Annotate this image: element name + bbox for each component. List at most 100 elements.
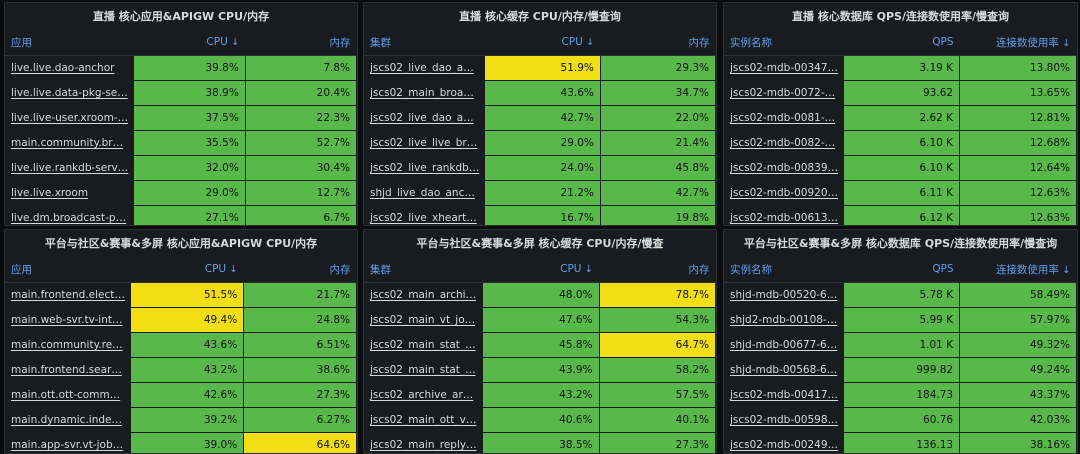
row-name-link[interactable]: jscs02_live_xheart… — [364, 205, 486, 225]
row-name-link[interactable]: jscs02-mdb-00249… — [724, 432, 845, 453]
row-name-link[interactable]: jscs02-mdb-0082-… — [724, 130, 845, 156]
row-name-link[interactable]: main.community.br… — [5, 130, 135, 156]
row-name-link[interactable]: live.live-user.xroom-… — [5, 105, 135, 131]
row-name-link[interactable]: jscs02-mdb-00347… — [724, 55, 845, 81]
column-header-0[interactable]: 集群 — [364, 29, 486, 56]
row-name-link[interactable]: jscs02_main_archi… — [364, 282, 483, 308]
table-row: jscs02-mdb-00417… 184.73 43.37% — [724, 382, 1077, 408]
panel-title: 直播 核心缓存 CPU/内存/慢查询 — [459, 10, 621, 23]
row-name-link[interactable]: shjd2-mdb-00108-… — [724, 307, 845, 333]
row-name-link[interactable]: main.frontend.sear… — [5, 357, 131, 383]
data-table: 集群 CPU ↓ 内存 jscs02_live_dao_a… 51.9% 29.3% jsc… — [364, 29, 716, 225]
metric-cell: 49.24% — [959, 357, 1077, 383]
column-header-0[interactable]: 应用 — [5, 256, 131, 283]
metric-cell: 5.99 K — [844, 307, 961, 333]
table-row: jscs02-mdb-00613… 6.12 K 12.63% — [724, 205, 1077, 225]
row-name-link[interactable]: shjd_live_dao_anc… — [364, 180, 486, 206]
row-name-link[interactable]: main.frontend.elect… — [5, 282, 131, 308]
metric-cell: 6.7% — [245, 205, 357, 225]
table-row: shjd-mdb-00520-6… 5.78 K 58.49% — [724, 282, 1077, 308]
row-name-link[interactable]: jscs02_live_live_br… — [364, 130, 486, 156]
row-name-link[interactable]: jscs02-mdb-00839… — [724, 155, 845, 181]
row-name-link[interactable]: jscs02_live_dao_a… — [364, 105, 486, 131]
row-name-link[interactable]: shjd-mdb-00520-6… — [724, 282, 845, 308]
column-header-0[interactable]: 应用 — [5, 29, 135, 56]
row-name-link[interactable]: main.web-svr.tv-int… — [5, 307, 131, 333]
column-header-2[interactable]: 内存 — [245, 29, 357, 56]
metric-cell: 24.0% — [485, 155, 601, 181]
column-header-1[interactable]: CPU ↓ — [130, 256, 244, 283]
metric-cell: 38.6% — [243, 357, 357, 383]
table-row: jscs02-mdb-00598… 60.76 42.03% — [724, 407, 1077, 433]
table-row: jscs02_live_live_br… 29.0% 21.4% — [364, 130, 716, 156]
row-name-link[interactable]: jscs02-mdb-00417… — [724, 382, 845, 408]
row-name-link[interactable]: jscs02-mdb-0081-… — [724, 105, 845, 131]
column-header-2[interactable]: 内存 — [600, 29, 716, 56]
row-name-link[interactable]: shjd-mdb-00677-6… — [724, 332, 845, 358]
metric-cell: 51.9% — [485, 55, 601, 81]
row-name-link[interactable]: jscs02-mdb-00920… — [724, 180, 845, 206]
column-header-1[interactable]: QPS — [844, 256, 960, 283]
table-row: live.live-user.xroom-… 37.5% 22.3% — [5, 105, 357, 131]
metric-cell: 43.9% — [482, 357, 600, 383]
column-header-0[interactable]: 实例名称 — [724, 256, 845, 283]
data-table: 应用 CPU ↓ 内存 main.frontend.elect… 51.5% 21.7% m… — [5, 256, 357, 453]
column-header-1[interactable]: CPU ↓ — [482, 256, 600, 283]
row-name-link[interactable]: jscs02-mdb-0072-… — [724, 80, 845, 106]
data-table: 集群 CPU ↓ 内存 jscs02_main_archi… 48.0% 78.7% jsc… — [364, 256, 716, 453]
metric-cell: 22.0% — [600, 105, 716, 131]
row-name-link[interactable]: main.community.re… — [5, 332, 131, 358]
metric-cell: 45.8% — [482, 332, 600, 358]
row-name-link[interactable]: main.ott.ott-comm… — [5, 382, 131, 408]
data-table: 实例名称 QPS 连接数使用率 ↓ jscs02-mdb-00347… 3.19 K 13… — [724, 29, 1077, 225]
metric-cell: 43.37% — [959, 382, 1077, 408]
row-name-link[interactable]: live.dm.broadcast-p… — [5, 205, 135, 225]
metric-cell: 78.7% — [599, 282, 716, 308]
column-header-2[interactable]: 内存 — [599, 256, 716, 283]
column-header-1[interactable]: QPS — [844, 29, 960, 56]
data-table: 应用 CPU ↓ 内存 live.live.dao-anchor 39.8% 7.8% li… — [5, 29, 357, 225]
metric-cell: 48.0% — [482, 282, 600, 308]
metric-cell: 20.4% — [245, 80, 357, 106]
row-name-link[interactable]: live.live.data-pkg-se… — [5, 80, 135, 106]
row-name-link[interactable]: live.live.rankdb-serv… — [5, 155, 135, 181]
row-name-link[interactable]: jscs02_main_broa… — [364, 80, 486, 106]
row-name-link[interactable]: main.app-svr.vt-job… — [5, 432, 131, 453]
row-name-link[interactable]: jscs02_main_stat_… — [364, 332, 483, 358]
metric-cell: 22.3% — [245, 105, 357, 131]
table-row: live.dm.broadcast-p… 27.1% 6.7% — [5, 205, 357, 225]
row-name-link[interactable]: jscs02_live_dao_a… — [364, 55, 486, 81]
table-row: jscs02_live_dao_a… 51.9% 29.3% — [364, 55, 716, 81]
row-name-link[interactable]: jscs02_main_stat_… — [364, 357, 483, 383]
row-name-link[interactable]: main.dynamic.inde… — [5, 407, 131, 433]
row-name-link[interactable]: jscs02_main_ott_v… — [364, 407, 483, 433]
column-header-0[interactable]: 集群 — [364, 256, 483, 283]
column-header-2[interactable]: 内存 — [243, 256, 357, 283]
metric-cell: 42.03% — [959, 407, 1077, 433]
row-name-link[interactable]: shjd-mdb-00568-6… — [724, 357, 845, 383]
column-header-1[interactable]: CPU ↓ — [485, 29, 601, 56]
row-name-link[interactable]: jscs02_live_rankdb… — [364, 155, 486, 181]
metric-cell: 27.1% — [134, 205, 246, 225]
row-name-link[interactable]: jscs02_main_reply… — [364, 432, 483, 453]
row-name-link[interactable]: live.live.xroom — [5, 180, 135, 206]
row-name-link[interactable]: live.live.dao-anchor — [5, 55, 135, 81]
metric-cell: 93.62 — [844, 80, 961, 106]
metric-cell: 40.6% — [482, 407, 600, 433]
row-name-link[interactable]: jscs02-mdb-00598… — [724, 407, 845, 433]
column-header-2[interactable]: 连接数使用率 ↓ — [959, 256, 1077, 283]
table-row: main.community.re… 43.6% 6.51% — [5, 332, 357, 358]
column-header-0[interactable]: 实例名称 — [724, 29, 845, 56]
table-row: jscs02-mdb-00347… 3.19 K 13.80% — [724, 55, 1077, 81]
metric-cell: 7.8% — [245, 55, 357, 81]
table-row: jscs02-mdb-0081-… 2.62 K 12.81% — [724, 105, 1077, 131]
row-name-link[interactable]: jscs02-mdb-00613… — [724, 205, 845, 225]
metric-cell: 136.13 — [844, 432, 961, 453]
panel-live-app-cpu-mem: 直播 核心应用&APIGW CPU/内存 应用 CPU ↓ 内存 live.live.d… — [4, 2, 358, 226]
column-header-2[interactable]: 连接数使用率 ↓ — [959, 29, 1077, 56]
row-name-link[interactable]: jscs02_archive_ar… — [364, 382, 483, 408]
metric-cell: 6.51% — [243, 332, 357, 358]
column-header-1[interactable]: CPU ↓ — [134, 29, 246, 56]
row-name-link[interactable]: jscs02_main_vt_jo… — [364, 307, 483, 333]
metric-cell: 6.10 K — [844, 130, 961, 156]
